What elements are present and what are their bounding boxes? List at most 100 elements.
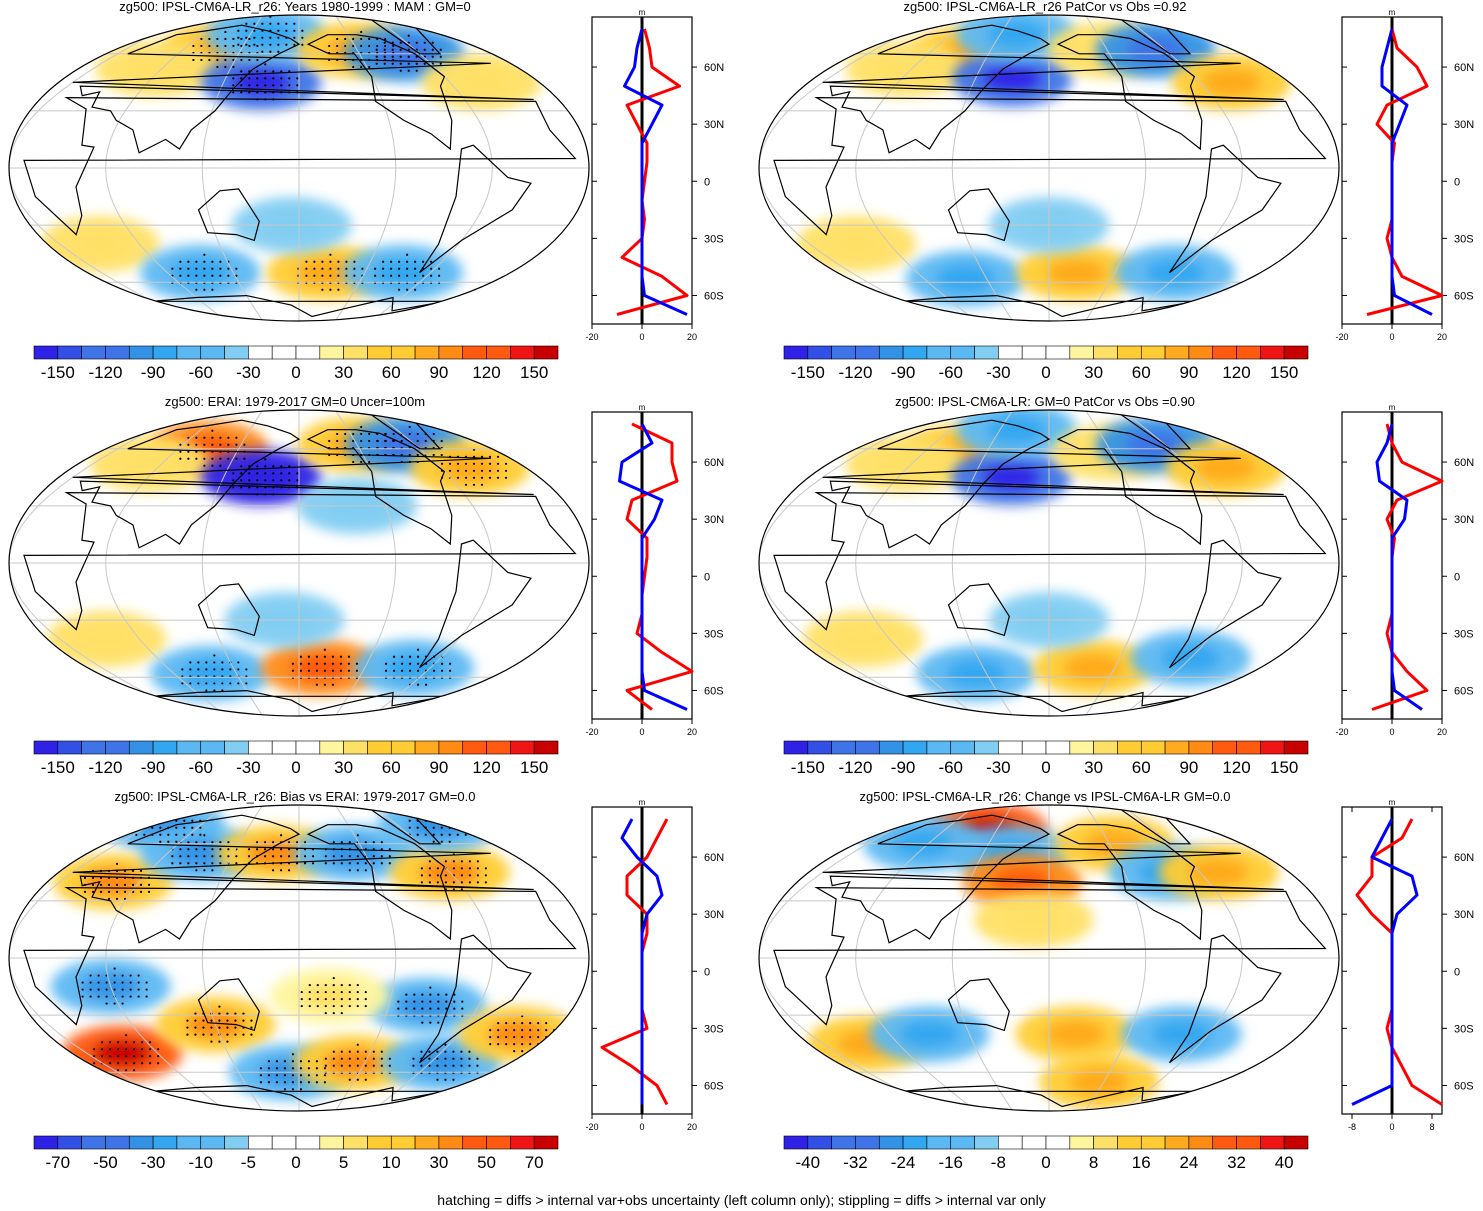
meridian-line	[105, 410, 252, 716]
colorbar-swatch	[831, 740, 856, 755]
colorbar-label: 8	[1089, 1153, 1098, 1172]
panel-graphics: m 60N 30N 0 30S 60S -20 0 20 -150 -120 -90 -60 -30 0 30…	[8, 10, 724, 382]
colorbar-swatch	[1260, 345, 1285, 360]
colorbar-label: -120	[88, 758, 122, 777]
positive-anomaly	[803, 611, 924, 668]
coastline	[1056, 824, 1203, 941]
colorbar-swatch	[807, 740, 832, 755]
zonal-mean-plot: m 60N 30N 0 30S 60S -20 0 20	[585, 405, 724, 737]
coastlines	[773, 15, 1327, 318]
colorbar-label: 30	[1084, 363, 1103, 382]
colorbar-swatch	[1021, 740, 1047, 755]
zonal-obs-line	[620, 818, 664, 1105]
coastline	[152, 294, 447, 318]
zonal-lat-label: 30N	[704, 119, 724, 131]
colorbar-swatch	[414, 345, 440, 360]
zonal-lat-label: 0	[1454, 176, 1460, 188]
colorbar-swatch	[1117, 345, 1142, 360]
zonal-lat-label: 60N	[1454, 457, 1474, 469]
meridian-line	[9, 805, 227, 1111]
colorbar-swatch	[1069, 1135, 1094, 1150]
colorbar-swatch	[1045, 1135, 1071, 1150]
zonal-x-label: 0	[1389, 1122, 1394, 1132]
colorbar-swatch	[390, 1135, 416, 1150]
colorbar-swatch	[510, 345, 535, 360]
colorbar-label: -120	[838, 363, 872, 382]
negative-anomaly	[140, 244, 261, 301]
colorbar-label: 30	[334, 758, 353, 777]
zonal-x-label: 20	[687, 1122, 697, 1132]
colorbar-label: 60	[382, 758, 401, 777]
colorbar-swatch	[878, 345, 904, 360]
colorbar-swatch	[926, 1135, 952, 1150]
colorbar-swatch	[224, 1135, 249, 1150]
colorbar-label: -50	[93, 1153, 118, 1172]
colorbar-label: -8	[991, 1153, 1006, 1172]
colorbar-swatch	[295, 740, 321, 755]
stippling	[81, 805, 556, 1091]
map-area	[8, 804, 590, 1112]
colorbar-label: -30	[986, 363, 1011, 382]
zonal-area: m 60N 30N 0 30S 60S -20 0 20	[1335, 10, 1474, 342]
colorbar-swatch	[1188, 345, 1214, 360]
map-frame	[8, 14, 590, 322]
zonal-x-label: 20	[687, 727, 697, 737]
colorbar-label: 30	[429, 1153, 448, 1172]
colorbar-swatch	[855, 740, 880, 755]
colorbar-label: -40	[796, 1153, 821, 1172]
colorbar-label: -90	[141, 758, 166, 777]
coastline	[23, 886, 577, 1026]
colorbar: -70 -50 -30 -10 -5 0 5 10 30 50 70	[33, 1135, 559, 1172]
coastline	[152, 689, 447, 713]
colorbar-swatch	[807, 345, 832, 360]
coastline	[419, 144, 532, 274]
positive-anomaly	[1015, 1006, 1136, 1063]
zonal-lat-label: 0	[704, 571, 710, 583]
colorbar-label: -10	[188, 1153, 213, 1172]
zonal-lat-label: 0	[1454, 571, 1460, 583]
zonal-x-label: -20	[1335, 332, 1348, 342]
meridian-line	[201, 410, 276, 716]
coastline	[773, 96, 1327, 236]
colorbar-swatch	[831, 1135, 856, 1150]
colorbar-label: 30	[334, 363, 353, 382]
colorbar-swatch	[271, 740, 297, 755]
colorbar-label: -90	[891, 363, 916, 382]
coastline	[306, 34, 453, 151]
colorbar-label: -150	[41, 363, 75, 382]
colorbar-swatch	[1140, 345, 1166, 360]
colorbar-swatch	[81, 345, 106, 360]
colorbar-label: 150	[520, 758, 548, 777]
panel-title: zg500: IPSL-CM6A-LR: GM=0 PatCor vs Obs …	[895, 394, 1195, 409]
colorbar-swatch	[807, 1135, 832, 1150]
zonal-x-label: 0	[639, 727, 644, 737]
colorbar-swatch	[200, 1135, 225, 1150]
zonal-lat-label: 30S	[1454, 628, 1474, 640]
colorbar-label: -32	[843, 1153, 868, 1172]
colorbar-swatch	[33, 345, 59, 360]
zonal-x-label: -20	[585, 1122, 598, 1132]
colorbar-label: 120	[1222, 758, 1250, 777]
colorbar-swatch	[176, 345, 202, 360]
meridian-line	[759, 805, 977, 1111]
colorbar-swatch	[950, 345, 975, 360]
negative-anomaly	[150, 645, 271, 702]
map-frame	[758, 804, 1340, 1112]
coastline	[197, 583, 260, 637]
colorbar-swatch	[926, 740, 952, 755]
meridian-line	[855, 805, 1002, 1111]
positive-anomaly	[458, 1006, 579, 1063]
colorbar-swatch	[367, 740, 392, 755]
colorbar-label: -70	[46, 1153, 71, 1172]
meridian-line	[855, 410, 1002, 716]
zonal-unit: m	[639, 10, 646, 17]
colorbar-swatch	[1283, 1135, 1309, 1150]
colorbar-swatch	[1045, 345, 1071, 360]
colorbar-swatch	[1236, 1135, 1261, 1150]
colorbar-label: -120	[838, 758, 872, 777]
zonal-lat-label: 60N	[704, 852, 724, 864]
colorbar-swatch	[1212, 740, 1237, 755]
zonal-x-label: -20	[1335, 727, 1348, 737]
chart-panel: zg500: IPSL-CM6A-LR_r26: Change vs IPSL-…	[750, 790, 1483, 1190]
coastline	[902, 689, 1197, 713]
